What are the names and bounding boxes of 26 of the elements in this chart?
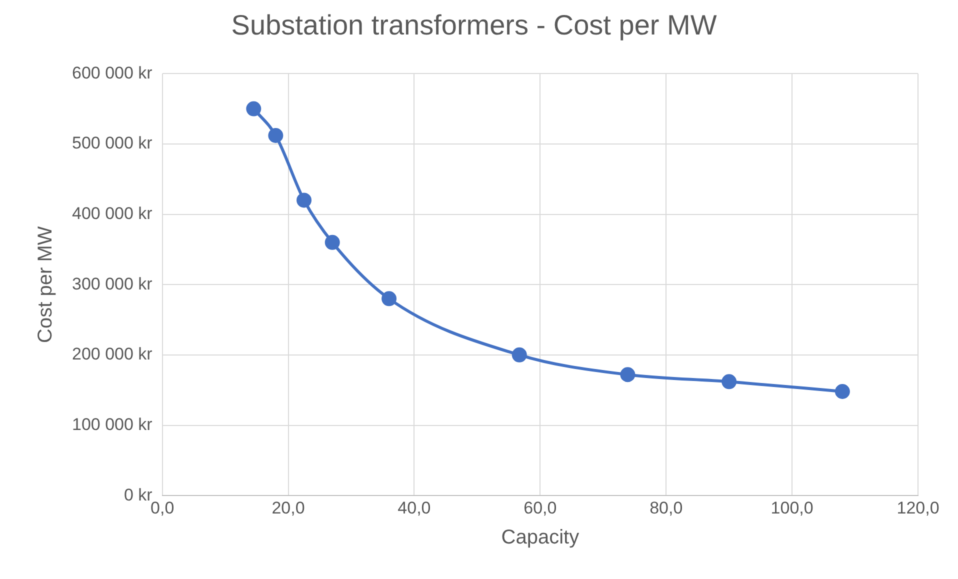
point [246,101,262,116]
x-axis-title: Capacity [501,526,580,549]
x-tick-label: 80,0 [650,498,683,518]
x-tick-label: 0,0 [150,498,174,518]
point [620,367,636,382]
point [324,234,340,250]
x-tick-label: 100,0 [770,498,814,518]
y-tick-label: 100 000 kr [72,414,153,434]
y-tick-label: 400 000 kr [72,204,153,223]
x-tick-label: 40,0 [398,498,431,518]
x-tick-label: 20,0 [272,498,305,518]
y-tick-label: 0 kr [124,485,153,504]
point [268,128,284,143]
chart-title: Substation transformers - Cost per MW [231,10,718,41]
x-tick-label: 120,0 [896,498,940,518]
point [382,291,397,306]
x-tick-label: 60,0 [524,498,557,518]
point [834,384,850,400]
point [296,192,312,208]
point [512,347,527,362]
y-tick-label: 600 000 kr [72,63,153,82]
y-tick-label: 500 000 kr [72,134,153,153]
y-tick-label: 200 000 kr [72,344,153,364]
y-tick-label: 300 000 kr [72,274,153,294]
y-axis-title: Cost per MW [34,226,57,343]
point [722,374,737,390]
